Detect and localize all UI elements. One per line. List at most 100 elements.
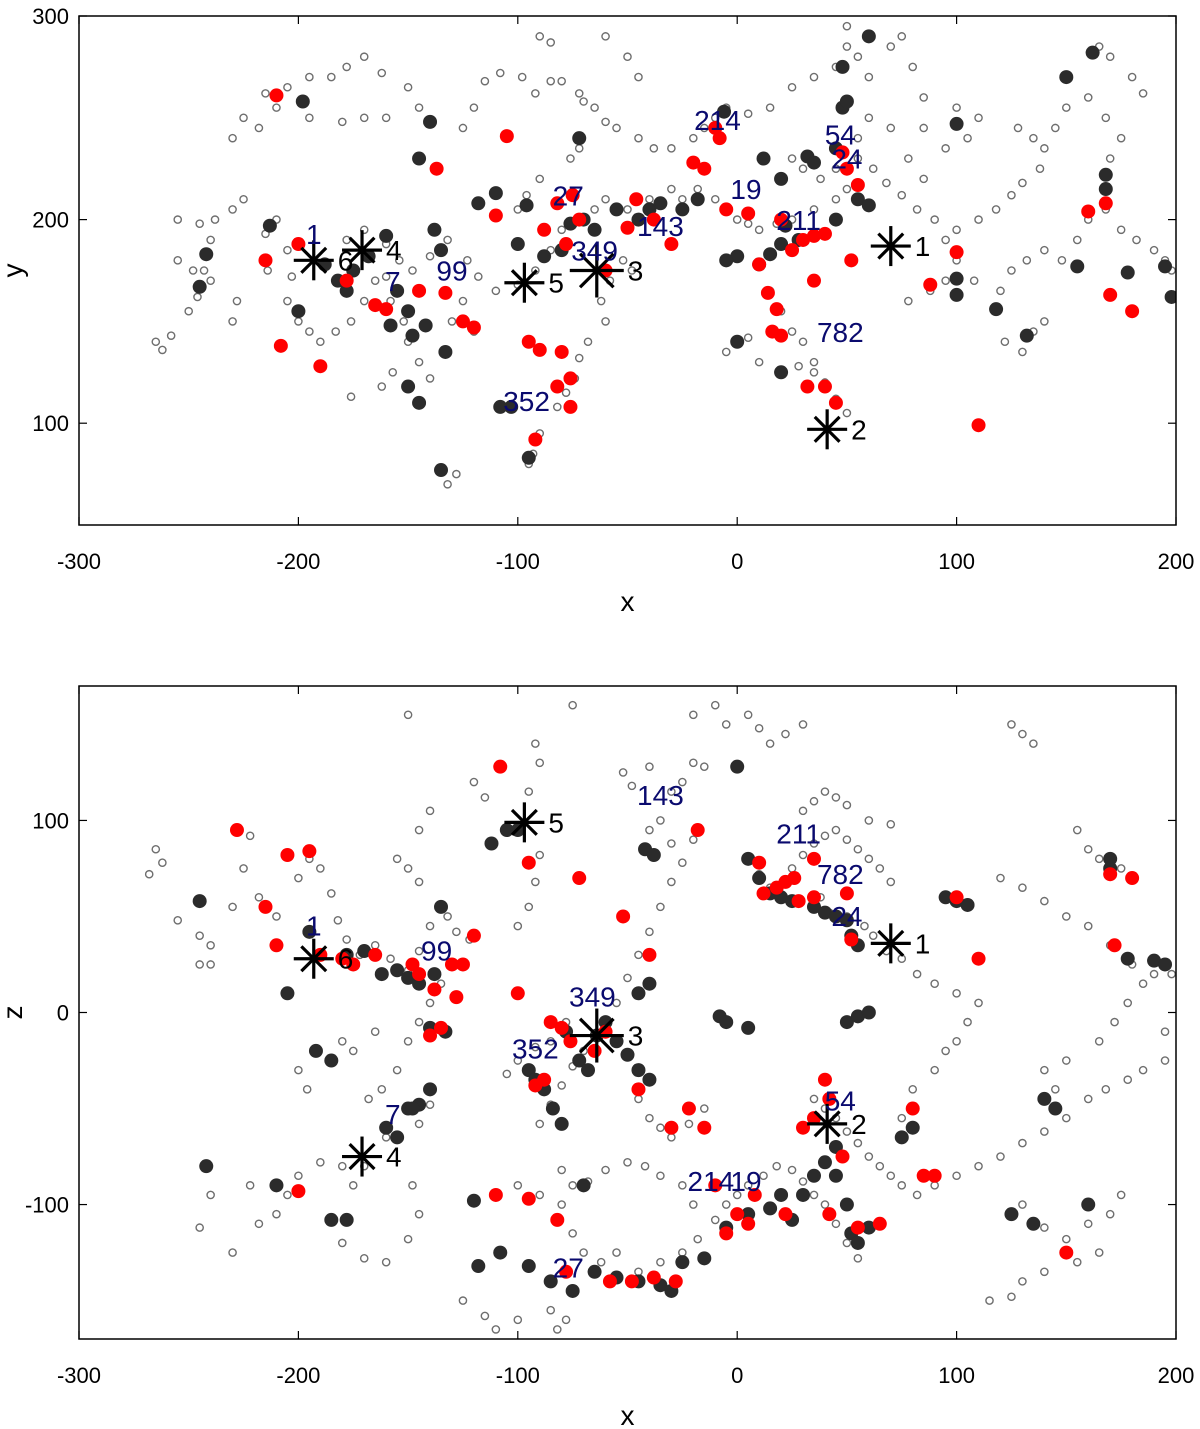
dark-point [1037,1091,1052,1106]
open-point [392,1065,402,1075]
open-point [634,1267,643,1277]
open-point [1040,1267,1049,1277]
open-point [1018,178,1027,188]
star-label: 1 [915,928,931,959]
open-point [364,1094,373,1104]
open-point [590,103,599,112]
dark-point [390,283,405,298]
dark-point [1147,953,1162,968]
dark-point [642,1072,657,1087]
open-point [414,1017,424,1027]
open-point [480,1311,490,1321]
open-point [546,1305,556,1315]
dark-point [572,131,587,146]
open-point [302,1085,312,1094]
open-point [568,700,577,710]
open-point [403,82,413,92]
dark-point [894,1130,909,1145]
open-point [557,225,566,235]
open-point [649,144,659,153]
red-point [550,1212,565,1227]
red-point [747,1187,762,1202]
open-point [1040,245,1049,255]
open-point [1138,89,1148,98]
open-point [210,215,220,224]
annotation-label: 24 [831,901,862,932]
open-point [710,1215,720,1225]
open-point [1051,123,1060,133]
open-point [860,921,869,931]
annotation-label: 54 [825,119,856,150]
open-point [1000,337,1010,347]
dark-point [949,287,964,302]
red-point [532,342,547,357]
open-point [1040,317,1049,326]
open-point [656,1171,665,1181]
open-point [469,103,479,112]
open-point [552,1325,562,1334]
dark-point [796,1187,811,1202]
dark-point [828,909,843,924]
open-point [283,82,292,92]
dark-point [774,1187,789,1202]
open-point [524,902,534,912]
red-point [690,823,705,838]
open-point [816,174,825,184]
red-point [412,283,427,298]
open-point [1101,1085,1111,1094]
open-point [781,729,790,739]
red-point [559,237,574,252]
red-point [434,1020,449,1035]
open-point [952,1037,961,1046]
open-point [333,916,343,925]
open-point [535,1190,545,1200]
open-point [1127,72,1137,82]
red-point [752,855,767,870]
red-point [537,222,552,237]
open-point [337,1037,347,1046]
open-point [1062,103,1071,112]
red-point [828,395,843,410]
series-open-circle [144,700,1176,1334]
red-point [499,129,514,144]
open-point [919,93,928,102]
red-point [971,418,986,433]
open-point [678,858,687,867]
dark-point [291,304,306,319]
dark-point [850,1009,865,1024]
dark-point [499,823,514,838]
open-point [206,940,215,950]
red-point [835,1149,850,1164]
dark-point [379,228,394,243]
open-point [283,296,292,306]
dark-point [543,1274,558,1289]
open-point [535,174,545,184]
open-point [864,816,874,825]
open-point [377,1085,387,1094]
annotation-label: 1 [306,219,322,250]
open-point [623,205,632,214]
star-stroke [877,232,905,260]
open-point [414,877,424,887]
open-point [561,388,571,397]
open-point [623,973,632,983]
open-point [1018,1138,1027,1148]
red-point [844,932,859,947]
open-point [524,787,534,796]
dark-point [631,212,646,227]
open-point [502,1069,512,1079]
x-tick-label: -100 [496,549,540,574]
open-point [414,825,424,835]
red-point [765,324,780,339]
dark-point [192,894,207,909]
open-point [245,1181,255,1190]
series-red-circle [229,759,1140,1289]
dark-point [850,192,865,207]
dark-point [730,334,745,349]
open-point [1072,1257,1082,1267]
annotation-label: 143 [637,780,684,811]
dark-point [423,114,438,129]
open-point [316,864,325,873]
open-point [1149,969,1159,979]
open-point [941,276,950,285]
